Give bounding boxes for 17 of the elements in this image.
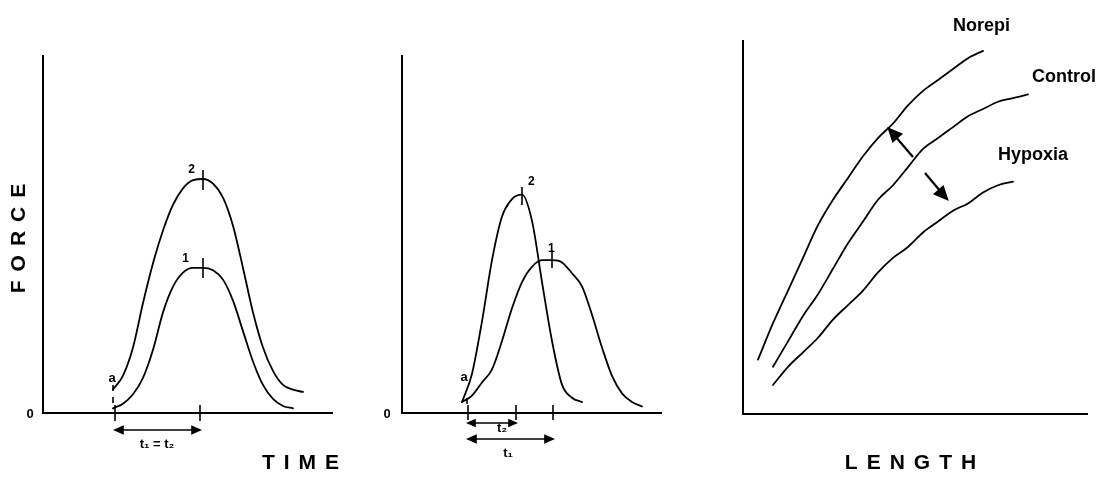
x-axis-title: TIME	[261, 450, 349, 474]
annotation: a	[460, 369, 469, 384]
text: 0	[383, 406, 391, 421]
series-label: Norepi	[953, 14, 1011, 35]
x-axis-title: LENGTH	[844, 450, 986, 474]
y-axis-title: FORCE	[6, 174, 30, 294]
text: t₁ = t₂	[139, 436, 175, 451]
series-label: Control	[1032, 66, 1096, 87]
series-label: 2	[188, 162, 196, 177]
text: t₂	[496, 420, 508, 435]
text: 0	[26, 406, 34, 421]
series-label: 1	[548, 241, 555, 256]
text: t₁	[503, 445, 513, 460]
series-label: 1	[182, 250, 190, 265]
series-label: Hypoxia	[998, 143, 1070, 164]
annotation: a	[108, 370, 117, 385]
series-label: 2	[528, 173, 535, 188]
